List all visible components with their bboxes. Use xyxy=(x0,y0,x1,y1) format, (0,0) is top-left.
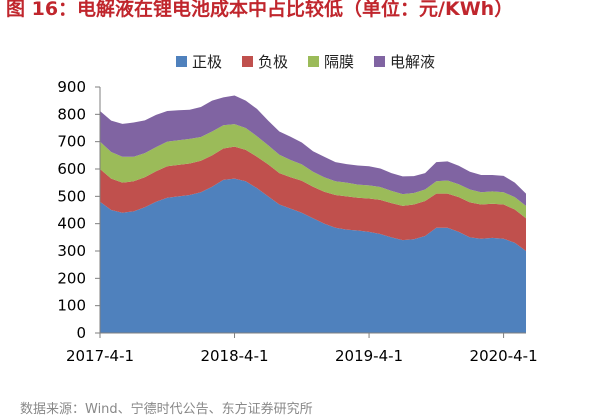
legend-label-electrolyte: 电解液 xyxy=(390,53,436,71)
legend-swatch-anode xyxy=(241,56,253,67)
y-tick-label: 900 xyxy=(57,78,86,96)
legend-swatch-separator xyxy=(308,56,319,67)
legend-item-separator: 隔膜 xyxy=(308,51,354,72)
y-tick-label: 600 xyxy=(57,160,86,178)
y-tick-label: 500 xyxy=(57,187,86,205)
y-tick-label: 800 xyxy=(57,105,86,123)
legend-item-anode: 负极 xyxy=(241,51,288,72)
x-tick-label: 2020-4-1 xyxy=(470,347,538,365)
x-tick-label: 2017-4-1 xyxy=(66,347,134,365)
legend-swatch-cathode xyxy=(175,56,187,67)
figure-title: 图 16：电解液在锂电池成本中占比较低（单位：元/KWh） xyxy=(6,0,514,20)
legend-label-separator: 隔膜 xyxy=(324,53,355,71)
legend-item-cathode: 正极 xyxy=(175,51,222,72)
y-tick-label: 200 xyxy=(57,269,86,287)
x-tick-label: 2019-4-1 xyxy=(335,347,403,365)
area-cathode xyxy=(100,178,526,333)
legend-swatch-electrolyte xyxy=(374,56,386,67)
area-separator xyxy=(100,124,526,219)
data-source-note: 数据来源：Wind、宁德时代公告、东方证券研究所 xyxy=(20,402,313,417)
legend-item-electrolyte: 电解液 xyxy=(374,51,435,72)
series-areas xyxy=(100,95,526,333)
x-tick-label: 2018-4-1 xyxy=(200,347,268,365)
chart-legend: 正极 负极 隔膜 电解液 xyxy=(0,51,611,72)
y-tick-label: 300 xyxy=(57,242,86,260)
legend-label-cathode: 正极 xyxy=(191,53,222,71)
area-electrolyte xyxy=(100,95,526,206)
y-tick-label: 400 xyxy=(57,215,86,233)
y-tick-label: 100 xyxy=(57,297,86,315)
legend-label-anode: 负极 xyxy=(257,53,288,71)
y-tick-label: 700 xyxy=(57,133,86,151)
area-anode xyxy=(100,146,526,251)
y-tick-label: 0 xyxy=(76,324,86,342)
